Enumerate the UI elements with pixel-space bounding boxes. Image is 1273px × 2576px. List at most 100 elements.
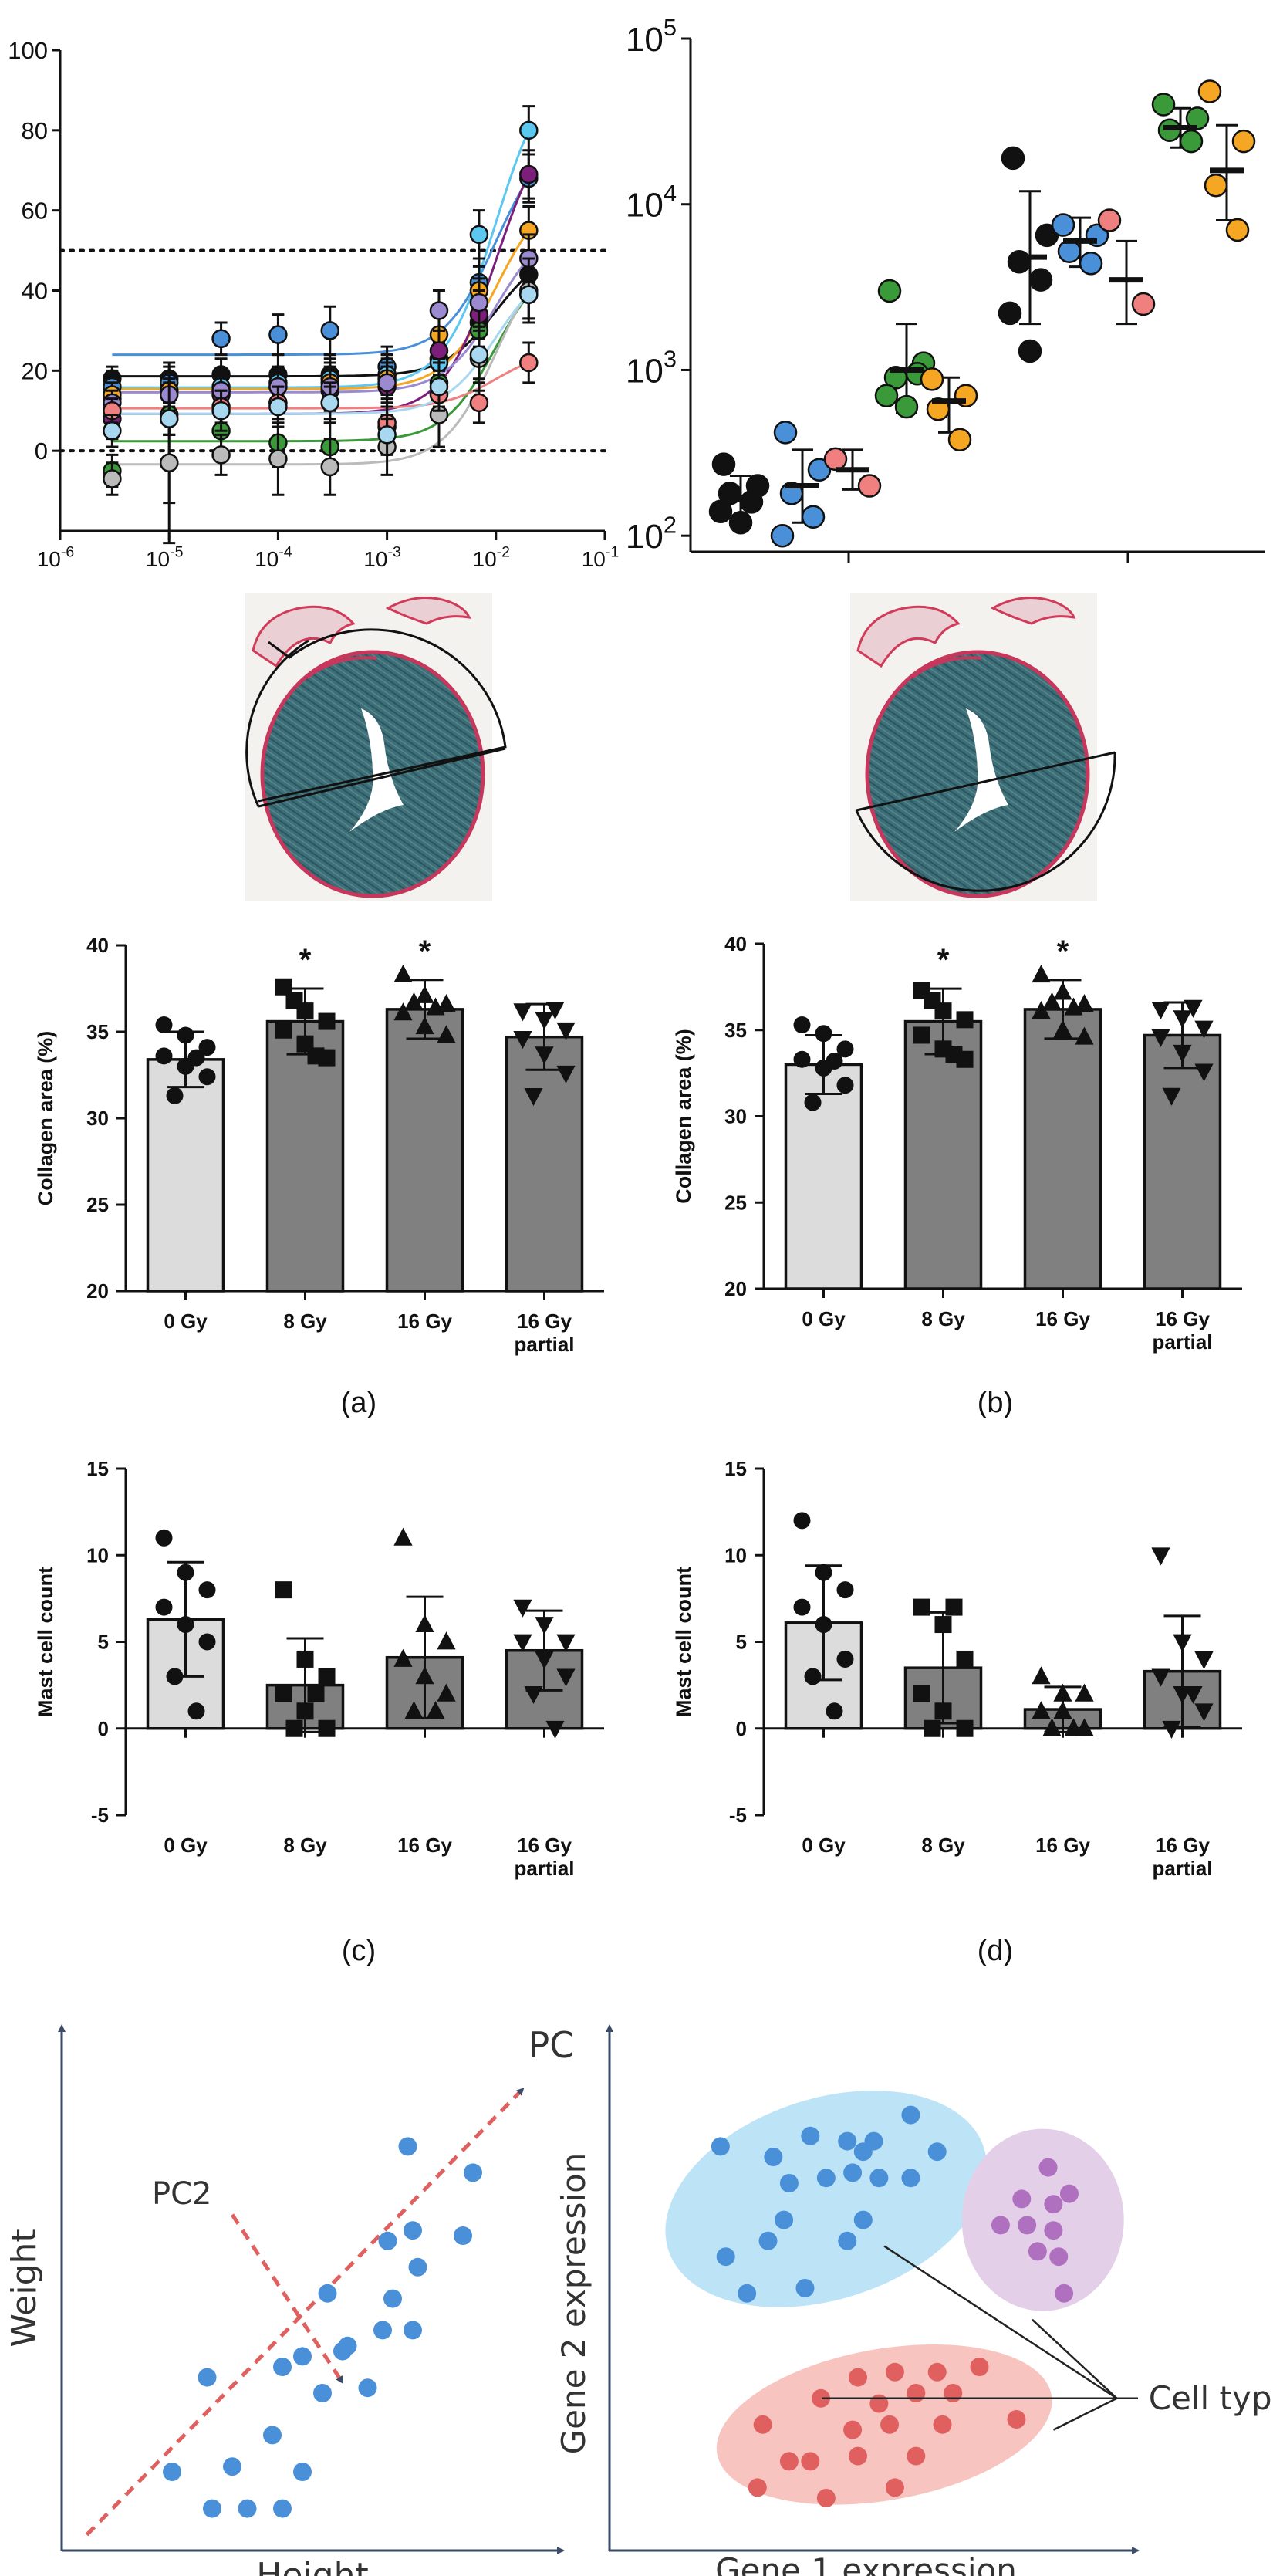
x-tick-label: partial [514,1333,574,1356]
region-outline [258,628,507,803]
data-point [1042,992,1062,1010]
data-point [1042,1718,1062,1736]
x-tick-label: 16 Gy [1155,1834,1210,1857]
data-point [753,2415,772,2434]
data-point [159,453,179,472]
fit-curve [112,293,530,443]
data-point [793,1512,811,1530]
data-point [535,1046,554,1065]
data-point [454,2226,472,2245]
data-point [1064,1718,1083,1736]
x-tick-label: 16 Gy [397,1310,452,1333]
data-point [177,1026,194,1044]
tick-base: 10 [255,547,279,571]
data-point [945,1046,963,1063]
data-point [843,2163,863,2182]
x-tick-label: 16 Gy [1035,1307,1090,1330]
data-point [393,1002,413,1021]
pc1-label: PC [528,2024,575,2066]
data-point [864,2131,883,2151]
data-point [519,120,539,140]
data-point [556,1634,576,1652]
pc1-axis [85,2087,525,2537]
data-point [1053,1683,1072,1702]
data-point [1053,982,1072,1000]
x-tick-label: 10-6 [37,543,75,571]
data-point [1151,1029,1170,1047]
data-point [1075,1683,1094,1702]
y-tick-label: 5 [98,1631,109,1654]
pc2-label: PC2 [152,2176,212,2212]
data-point [1055,2284,1074,2303]
data-point [956,1650,974,1668]
tick-base: 10 [363,547,387,571]
data-point [198,1581,216,1599]
fit-curve [112,289,530,466]
y-tick-label: 35 [86,1020,109,1043]
tick-exponent: -4 [279,543,292,560]
data-point [513,1634,532,1652]
significance-mark: * [1057,935,1069,969]
data-point [556,1065,576,1083]
data-point [437,1631,456,1650]
data-point [1075,1026,1094,1045]
data-point [293,2463,312,2481]
data-point [801,2126,820,2145]
data-point [934,1702,952,1720]
data-point [838,2131,857,2151]
data-point [469,345,489,364]
data-point [793,1598,811,1616]
epicardium-edge [306,656,377,679]
data-point [211,329,231,349]
x-tick-label: 16 Gy [1035,1834,1090,1857]
y-tick-label: 5 [736,1631,747,1654]
data-point [1038,2158,1058,2177]
data-point [836,1581,854,1599]
data-point [1018,2216,1037,2235]
x-tick-label: 16 Gy [397,1834,452,1857]
data-point [429,377,449,397]
heart-histology-image-right [850,593,1116,901]
data-point [924,1719,941,1737]
y-tick-label: 15 [86,1457,109,1480]
y-tick-label: 20 [22,357,48,384]
data-point [198,1039,216,1056]
data-point [779,2452,799,2471]
data-point [913,1598,930,1616]
data-point [1173,1634,1192,1652]
data-point [998,301,1022,326]
data-point [393,964,413,982]
data-point [927,2362,947,2382]
data-point [836,1040,854,1058]
data-point [519,285,539,304]
data-point [318,1012,336,1030]
data-point [1225,218,1250,242]
bar [146,1058,225,1293]
data-point [268,325,288,344]
epicardium-edge [910,656,982,679]
data-point [464,2163,482,2182]
data-point [155,1016,173,1034]
data-point [1032,1666,1051,1685]
data-point [944,2384,963,2402]
data-point [1194,1703,1214,1722]
bar [505,1035,584,1293]
y-tick-label: 35 [724,1019,747,1042]
data-point [1051,213,1075,237]
y-tick-label: 40 [22,278,48,305]
x-tick-label: 16 Gy [1155,1307,1210,1330]
tick-base: 10 [473,547,497,571]
data-point [377,373,397,393]
data-point [273,2499,292,2518]
x-tick-label: partial [1152,1857,1212,1880]
data-point [437,993,456,1012]
data-point [1194,1020,1214,1039]
data-point [524,1685,543,1705]
y-tick-label: 40 [86,934,109,957]
data-point [296,1650,314,1668]
y-tick-label: 0 [98,1717,109,1740]
data-point [913,1685,930,1702]
data-point [469,292,489,313]
data-point [758,2231,778,2250]
data-point [320,457,340,477]
